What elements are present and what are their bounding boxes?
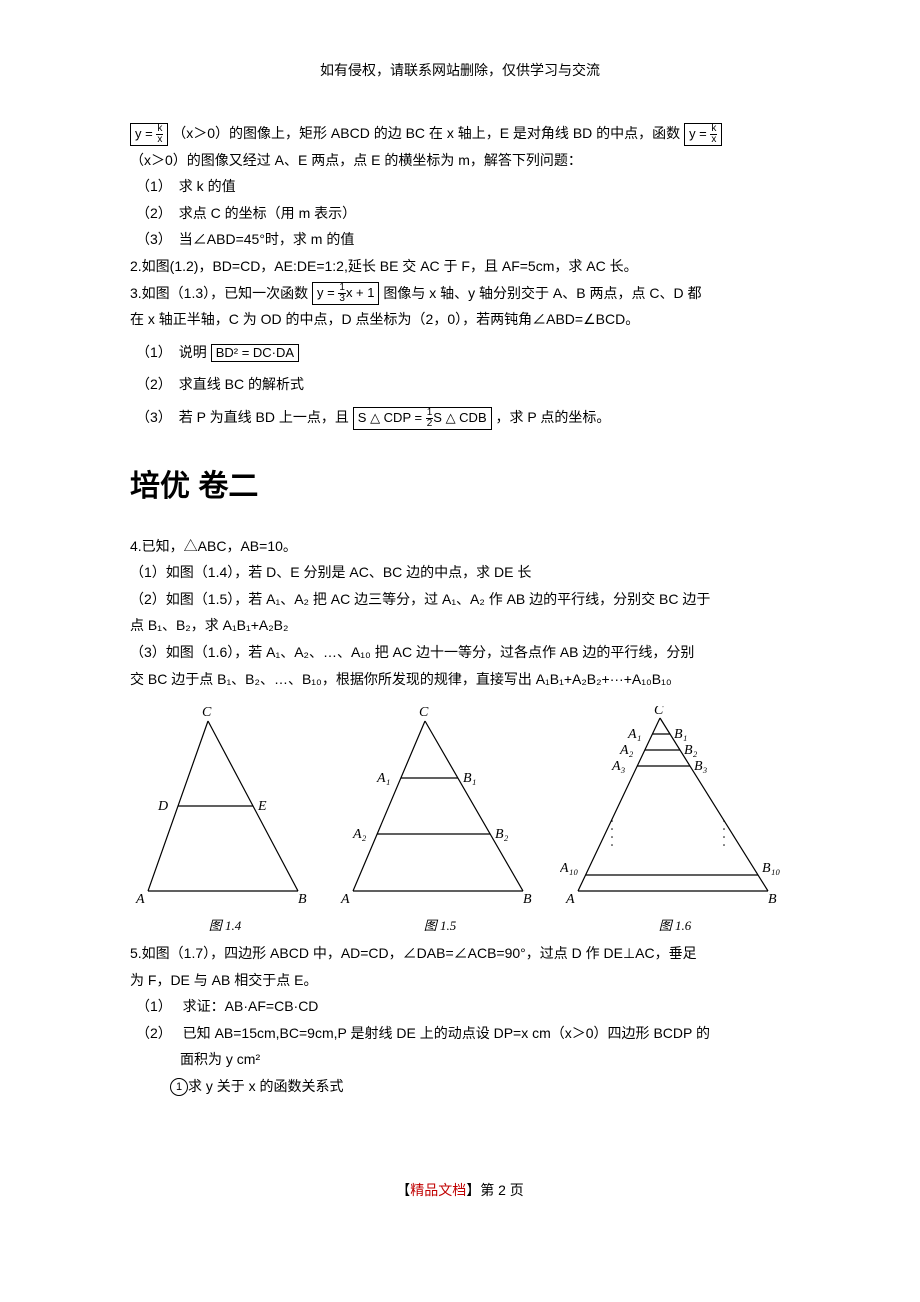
svg-text:A₂: A₂ [619, 743, 634, 758]
problem-4: 4.已知，△ABC，AB=10。 [130, 533, 790, 560]
svg-text:A₁: A₁ [376, 771, 390, 786]
figure-1-4: A B C D E 图 1.4 [130, 706, 320, 934]
problem-4-q3b: 交 BC 边于点 B₁、B₂、…、B₁₀，根据你所发现的规律，直接写出 A₁B₁… [130, 666, 790, 693]
problem-1-q1: （1） 求 k 的值 [136, 173, 790, 200]
problem-3-line1: 3.如图（1.3），已知一次函数 y = 13x + 1 图像与 x 轴、y 轴… [130, 280, 790, 307]
svg-text:A: A [340, 892, 350, 906]
formula-box-ykx-2: y = kx [684, 123, 722, 146]
problem-5-q1: （1） 求证：AB·AF=CB·CD [136, 993, 790, 1020]
problem-5-line1: 5.如图（1.7），四边形 ABCD 中，AD=CD，∠DAB=∠ACB=90°… [130, 940, 790, 967]
figure-1-6: A B C A₁ B₁ A₂ B₂ A₃ B₃ A₁₀ B₁₀ 图 1.6 [560, 706, 790, 934]
problem-2: 2.如图(1.2)，BD=CD，AE:DE=1:2,延长 BE 交 AC 于 F… [130, 253, 790, 280]
svg-text:B: B [523, 892, 532, 906]
header-note: 如有侵权，请联系网站删除，仅供学习与交流 [130, 60, 790, 80]
problem-4-q3a: （3）如图（1.6），若 A₁、A₂、…、A₁₀ 把 AC 边十一等分，过各点作… [130, 639, 790, 666]
triangle-svg-14: A B C D E [130, 706, 320, 906]
figcap-1-6: 图 1.6 [560, 915, 790, 934]
formula-box-scdp: S △ CDP = 12S △ CDB [353, 407, 492, 430]
svg-text:C: C [654, 706, 664, 718]
problem-5-q2c: 1求 y 关于 x 的函数关系式 [170, 1073, 790, 1100]
svg-text:B₂: B₂ [684, 743, 698, 758]
svg-text:B₁: B₁ [463, 771, 476, 786]
footer-red-text: 精品文档 [410, 1182, 466, 1198]
svg-text:A₁₀: A₁₀ [560, 861, 578, 876]
svg-text:A₂: A₂ [352, 827, 367, 842]
problem-1-line1: y = kx （x＞0）的图像上，矩形 ABCD 的边 BC 在 x 轴上，E … [130, 120, 790, 147]
page-footer: 【精品文档】第 2 页 [130, 1180, 790, 1200]
problem-4-q2a: （2）如图（1.5），若 A₁、A₂ 把 AC 边三等分，过 A₁、A₂ 作 A… [130, 586, 790, 613]
svg-text:C: C [202, 706, 212, 720]
heading-peiyoujuan2: 培优 卷二 [130, 461, 790, 505]
formula-box-y13x: y = 13x + 1 [312, 282, 379, 305]
formula-box-bd2: BD² = DC·DA [211, 344, 299, 363]
svg-text:A: A [565, 892, 575, 906]
svg-text:E: E [257, 799, 267, 814]
svg-text:B₁₀: B₁₀ [762, 861, 780, 876]
svg-text:D: D [157, 799, 168, 814]
formula-box-ykx-1: y = kx [130, 123, 168, 146]
problem-4-q1: （1）如图（1.4），若 D、E 分别是 AC、BC 边的中点，求 DE 长 [130, 559, 790, 586]
svg-text:A₃: A₃ [611, 759, 626, 774]
svg-text:A: A [135, 892, 145, 906]
svg-text:B: B [298, 892, 307, 906]
problem-3-q2: （2） 求直线 BC 的解析式 [136, 371, 790, 398]
svg-text:B: B [768, 892, 777, 906]
problem-1-q2: （2） 求点 C 的坐标（用 m 表示） [136, 200, 790, 227]
svg-text:B₃: B₃ [694, 759, 708, 774]
svg-text:C: C [419, 706, 429, 720]
figure-1-5: A B C A₁ B₁ A₂ B₂ 图 1.5 [335, 706, 545, 934]
problem-5-q2b: 面积为 y cm² [180, 1046, 790, 1073]
problem-1-line2: （x＞0）的图像又经过 A、E 两点，点 E 的横坐标为 m，解答下列问题： [130, 147, 790, 174]
triangle-svg-15: A B C A₁ B₁ A₂ B₂ [335, 706, 545, 906]
problem-3-q3: （3） 若 P 为直线 BD 上一点，且 S △ CDP = 12S △ CDB… [136, 404, 790, 431]
problem-4-q2b: 点 B₁、B₂，求 A₁B₁+A₂B₂ [130, 612, 790, 639]
problem-5-line2: 为 F，DE 与 AB 相交于点 E。 [130, 967, 790, 994]
svg-text:B₁: B₁ [674, 727, 687, 742]
circled-1-icon: 1 [170, 1078, 188, 1096]
svg-text:A₁: A₁ [627, 727, 641, 742]
problem-5-q2a: （2） 已知 AB=15cm,BC=9cm,P 是射线 DE 上的动点设 DP=… [136, 1020, 790, 1047]
figcap-1-4: 图 1.4 [130, 915, 320, 934]
svg-text:B₂: B₂ [495, 827, 509, 842]
problem-3-q1: （1） 说明 BD² = DC·DA [136, 339, 790, 366]
triangle-svg-16: A B C A₁ B₁ A₂ B₂ A₃ B₃ A₁₀ B₁₀ [560, 706, 790, 906]
problem-3-line2: 在 x 轴正半轴，C 为 OD 的中点，D 点坐标为（2，0），若两钝角∠ABD… [130, 306, 790, 333]
problem-1-q3: （3） 当∠ABD=45°时，求 m 的值 [136, 226, 790, 253]
figures-row: A B C D E 图 1.4 A B C A₁ B₁ A₂ B₂ 图 1.5 A B C A₁ B₁ A₂ B… [130, 706, 790, 934]
figcap-1-5: 图 1.5 [335, 915, 545, 934]
